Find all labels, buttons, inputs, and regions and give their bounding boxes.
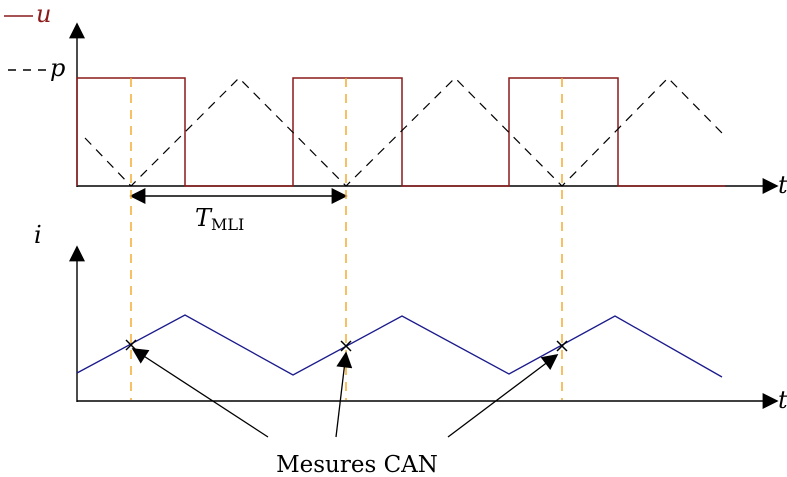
sampling-lines [130, 78, 563, 400]
legend-u-label: u [36, 0, 51, 28]
period-dimension: TMLI [129, 188, 348, 234]
top-x-axis-label: t [778, 171, 787, 199]
pwm-signal-u [76, 77, 725, 187]
annotation-arrows [131, 348, 559, 438]
annotation-arrow [447, 354, 559, 438]
legend: u p [4, 0, 65, 82]
period-label: TMLI [195, 204, 244, 234]
carrier-signal-p [84, 77, 723, 187]
annotation-arrow [335, 351, 353, 438]
annotation-label: Mesures CAN [276, 452, 438, 477]
bottom-x-axis-label: t [778, 386, 787, 414]
current-signal-i [76, 314, 723, 378]
bottom-plot-axes: i t [34, 221, 787, 414]
legend-p-label: p [50, 54, 65, 82]
annotation-arrow [131, 348, 269, 438]
bottom-y-axis-label: i [34, 221, 42, 249]
sample-markers [125, 339, 568, 352]
top-plot-axes: t [69, 22, 787, 199]
sample-marker [556, 340, 568, 352]
sample-marker [340, 340, 352, 352]
